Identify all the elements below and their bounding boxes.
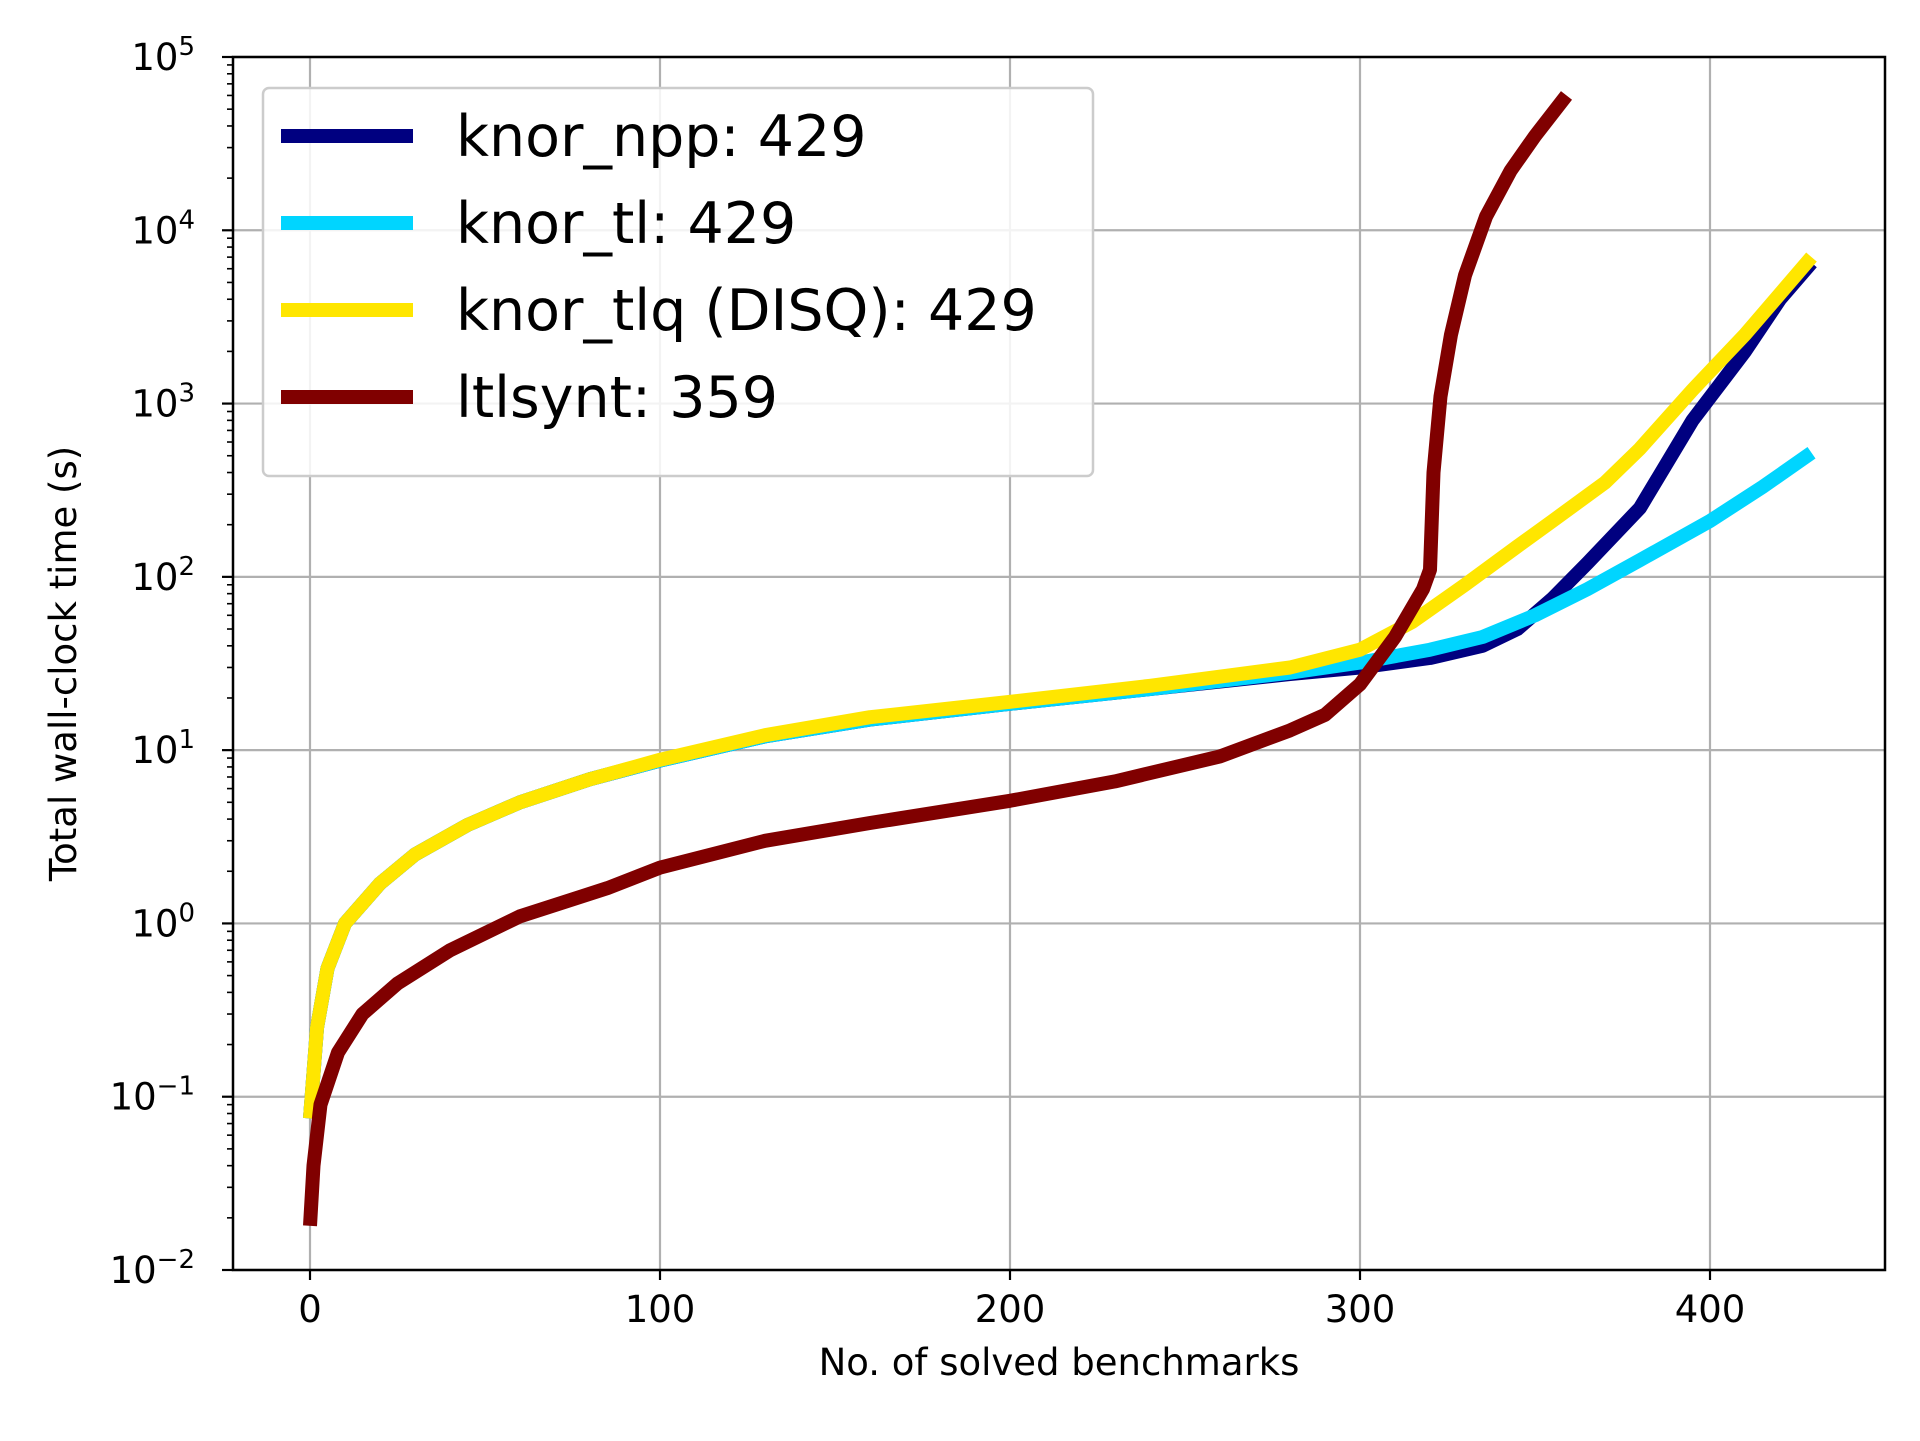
y-axis-label: Total wall-clock time (s) (42, 446, 85, 882)
series-line-4 (303, 91, 1573, 1227)
legend: knor_npp: 429 knor_tl: 429 knor_tlq (DISQ)… (261, 86, 1095, 478)
legend-box (261, 86, 1095, 478)
y-tick-label: 103 (131, 379, 195, 426)
series-lines (303, 91, 1817, 1227)
y-tick-label: 100 (131, 898, 195, 945)
y-tick-label: 10−2 (110, 1245, 195, 1292)
y-tick-label: 104 (131, 205, 195, 252)
legend-label-3: knor_tlq (DISQ): 429 (456, 278, 1037, 344)
legend-label-2: knor_tl: 429 (456, 191, 796, 257)
x-tick-label: 300 (1325, 1288, 1396, 1331)
y-tick-label: 101 (131, 725, 195, 772)
x-tick-label: 200 (975, 1288, 1046, 1331)
x-tick-label: 400 (1675, 1288, 1746, 1331)
x-axis-label: No. of solved benchmarks (819, 1341, 1300, 1384)
y-tick-label: 105 (131, 32, 195, 79)
y-tick-label: 10−1 (110, 1072, 195, 1119)
y-tick-label: 102 (131, 552, 195, 599)
legend-label-4: ltlsynt: 359 (456, 365, 778, 431)
x-tick-label: 0 (298, 1288, 322, 1331)
legend-label-1: knor_npp: 429 (456, 104, 867, 170)
axis-ticks: 0 100 200 300 400 10−2 10−1 100 101 102 103 104 105 (110, 32, 1746, 1331)
x-tick-label: 100 (625, 1288, 696, 1331)
plot-frame (231, 55, 1887, 1272)
series-line-3 (303, 252, 1817, 1119)
